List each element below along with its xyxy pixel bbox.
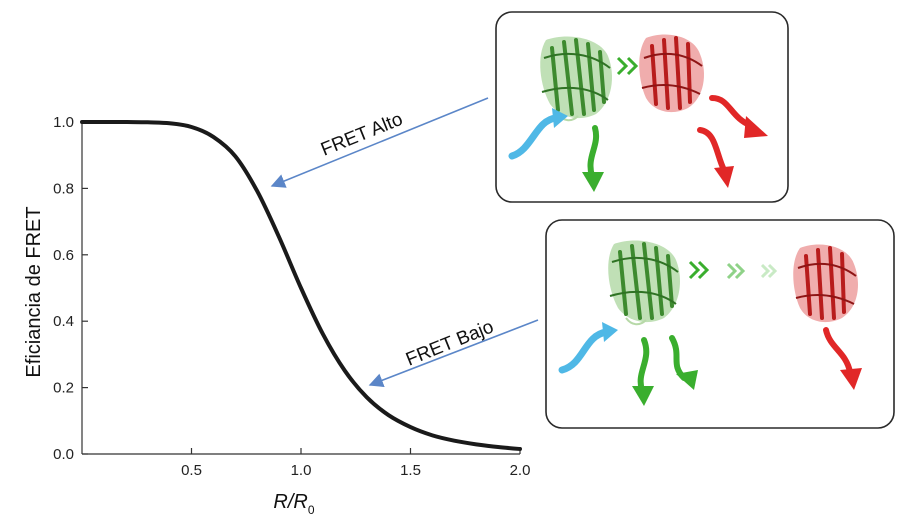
acceptor-protein-red-icon [793,244,858,323]
donor-emission-arrowhead-icon [582,172,604,192]
fret-low-label: FRET Bajo [403,316,497,370]
donor-emission-arrow-icon [587,125,600,179]
fret-high-pointer-arrow [270,97,489,188]
donor-emission-arrowhead-icon-1 [632,386,654,406]
acceptor-emission-arrow-icon-2 [697,127,727,173]
excitation-arrowhead-icon [602,322,618,342]
acceptor-emission-arrowhead-icon-1 [744,116,768,138]
y-tick-label: 0.0 [53,446,74,463]
x-tick-label: 0.5 [181,462,202,479]
x-axis-label-main: R/R [273,491,307,513]
donor-protein-green-icon [540,36,612,122]
excitation-arrowhead-icon [552,108,568,128]
excitation-arrow-icon [508,114,560,160]
fret-low-pointer-arrow [368,319,539,388]
y-tick-label: 1.0 [53,114,74,131]
y-axis-label: Eficiancia de FRET [23,206,45,377]
donor-emission-arrowhead-icon-2 [676,370,698,390]
fret-high-label: FRET Alto [318,109,406,161]
acceptor-protein-red-icon [639,34,704,113]
x-tick-label: 1.0 [291,462,312,479]
y-tick-label: 0.8 [53,180,74,197]
acceptor-emission-arrowhead-icon [840,368,862,390]
fret-high-panel-frame [495,11,789,203]
donor-protein-green-icon [608,240,680,326]
transfer-chevrons-high [616,56,639,76]
x-axis-label-subscript: 0 [308,503,315,517]
fret-low-panel [545,219,895,429]
fret-efficiency-curve [80,119,522,451]
acceptor-emission-arrowhead-icon-2 [714,166,734,188]
x-axis-label: R/R0 [273,491,314,517]
excitation-arrow-icon [558,328,610,374]
axis-ticks: 0.5 1.0 1.5 2.0 0.0 0.2 0.4 0.6 0.8 1.0 [53,114,530,479]
y-tick-label: 0.4 [53,313,74,330]
x-tick-label: 1.5 [400,462,421,479]
acceptor-emission-arrow-icon [823,327,853,375]
transfer-chevrons-low [688,260,778,280]
x-tick-label: 2.0 [510,462,531,479]
y-tick-label: 0.2 [53,380,74,397]
fret-high-panel [495,11,789,203]
donor-emission-arrow-icon-1 [637,337,650,393]
y-tick-label: 0.6 [53,247,74,264]
